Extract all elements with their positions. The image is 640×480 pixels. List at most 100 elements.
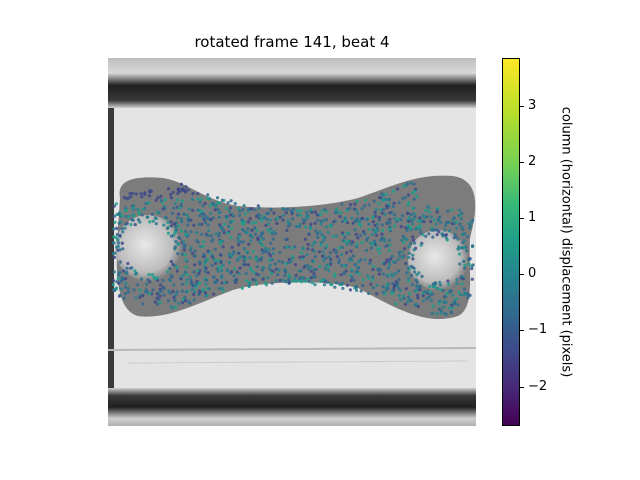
displacement-point bbox=[139, 192, 143, 196]
displacement-point bbox=[435, 233, 439, 237]
displacement-point bbox=[420, 274, 424, 278]
displacement-point bbox=[169, 220, 173, 224]
displacement-point bbox=[380, 223, 384, 227]
displacement-point bbox=[262, 216, 267, 220]
displacement-point bbox=[306, 277, 310, 281]
displacement-point bbox=[199, 197, 203, 201]
displacement-point bbox=[253, 278, 257, 282]
displacement-point bbox=[348, 288, 352, 292]
colorbar-tick-label: −1 bbox=[528, 322, 548, 338]
displacement-point bbox=[125, 266, 129, 270]
displacement-point bbox=[299, 209, 303, 213]
displacement-point bbox=[377, 202, 381, 206]
displacement-point bbox=[357, 260, 361, 264]
displacement-point bbox=[208, 204, 212, 208]
displacement-point bbox=[112, 241, 116, 245]
displacement-point bbox=[195, 274, 199, 278]
displacement-point bbox=[226, 201, 230, 205]
displacement-point bbox=[387, 197, 392, 201]
displacement-point bbox=[281, 278, 285, 282]
displacement-point bbox=[298, 276, 302, 281]
displacement-point bbox=[113, 220, 117, 224]
displacement-point bbox=[362, 229, 366, 234]
displacement-point bbox=[260, 268, 264, 272]
displacement-point bbox=[300, 280, 304, 284]
displacement-point bbox=[237, 243, 241, 247]
colorbar-tick-label: 2 bbox=[528, 153, 537, 169]
displacement-point bbox=[260, 243, 264, 247]
displacement-point bbox=[124, 277, 128, 281]
displacement-point bbox=[356, 236, 360, 240]
displacement-point bbox=[394, 280, 398, 284]
displacement-point bbox=[363, 232, 367, 236]
displacement-point bbox=[122, 196, 127, 200]
displacement-point bbox=[445, 238, 449, 242]
displacement-point bbox=[255, 272, 259, 276]
displacement-point bbox=[176, 191, 180, 195]
displacement-point bbox=[424, 208, 428, 212]
displacement-point bbox=[470, 267, 474, 271]
displacement-point bbox=[238, 209, 242, 213]
displacement-point bbox=[183, 233, 188, 237]
displacement-point bbox=[225, 269, 229, 273]
displacement-point bbox=[421, 294, 425, 298]
colorbar-tick bbox=[520, 386, 524, 388]
displacement-point bbox=[220, 286, 224, 291]
displacement-point bbox=[392, 260, 396, 264]
displacement-point bbox=[419, 219, 423, 223]
displacement-point bbox=[174, 228, 178, 232]
displacement-point bbox=[367, 291, 371, 296]
displacement-point bbox=[162, 286, 166, 291]
displacement-point bbox=[148, 220, 152, 224]
displacement-point bbox=[407, 219, 411, 223]
displacement-point bbox=[150, 212, 154, 216]
displacement-point bbox=[210, 263, 214, 267]
displacement-point bbox=[242, 204, 246, 208]
displacement-point bbox=[437, 230, 441, 234]
displacement-point bbox=[345, 242, 349, 246]
displacement-point bbox=[387, 259, 391, 264]
displacement-point bbox=[153, 300, 157, 304]
displacement-point bbox=[118, 293, 122, 297]
displacement-point bbox=[365, 218, 369, 222]
displacement-point bbox=[373, 223, 377, 227]
displacement-point bbox=[404, 287, 408, 291]
displacement-point bbox=[410, 273, 414, 277]
displacement-point bbox=[207, 229, 211, 233]
displacement-point bbox=[346, 221, 350, 225]
displacement-point bbox=[303, 218, 307, 222]
displacement-point bbox=[413, 215, 417, 219]
displacement-point bbox=[186, 233, 190, 237]
tissue-micrograph bbox=[108, 58, 476, 426]
displacement-point bbox=[364, 248, 368, 252]
displacement-point bbox=[337, 246, 341, 250]
displacement-point bbox=[179, 277, 183, 281]
displacement-point bbox=[371, 216, 375, 220]
displacement-point bbox=[243, 212, 247, 216]
displacement-point bbox=[188, 275, 192, 279]
displacement-point bbox=[343, 264, 347, 268]
displacement-point bbox=[121, 277, 125, 281]
displacement-point bbox=[301, 246, 305, 251]
displacement-point bbox=[120, 241, 124, 245]
displacement-point bbox=[257, 213, 262, 217]
displacement-point bbox=[231, 252, 235, 256]
displacement-point bbox=[462, 287, 466, 291]
displacement-point bbox=[222, 222, 226, 226]
displacement-point bbox=[255, 214, 259, 218]
displacement-point bbox=[132, 204, 136, 208]
displacement-point bbox=[392, 224, 397, 228]
displacement-points bbox=[111, 181, 475, 316]
displacement-point bbox=[444, 295, 448, 299]
displacement-point bbox=[237, 256, 241, 260]
displacement-point bbox=[337, 261, 341, 265]
displacement-point bbox=[355, 199, 359, 203]
displacement-point bbox=[415, 194, 419, 199]
displacement-point bbox=[154, 198, 158, 202]
displacement-point bbox=[114, 202, 118, 206]
displacement-point bbox=[350, 275, 354, 279]
displacement-point bbox=[411, 206, 415, 210]
displacement-point bbox=[456, 237, 460, 241]
displacement-point bbox=[439, 220, 443, 224]
image-axes bbox=[108, 58, 476, 426]
